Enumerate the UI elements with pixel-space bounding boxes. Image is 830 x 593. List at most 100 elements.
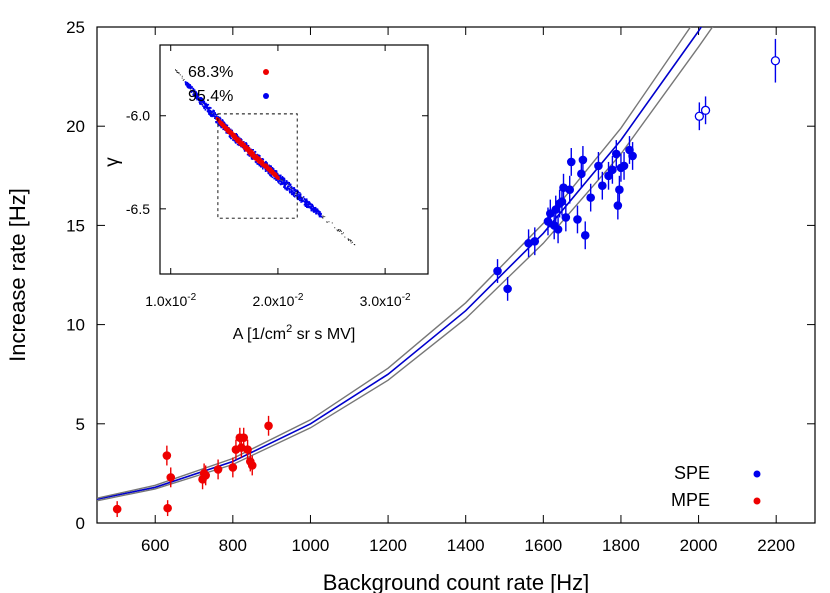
inset-95-dot bbox=[258, 164, 261, 167]
inset-tail-dot bbox=[175, 70, 177, 71]
inset-95-dot bbox=[194, 96, 197, 99]
inset-68-dot bbox=[256, 155, 259, 157]
inset-95-dot bbox=[313, 209, 316, 211]
inset-95-dot bbox=[277, 180, 280, 183]
inset-95-dot bbox=[312, 205, 314, 208]
inset-95-dot bbox=[280, 180, 283, 183]
inset-95-dot bbox=[314, 207, 316, 210]
x-tick-label: 1200 bbox=[369, 536, 407, 555]
inset-zoom-box bbox=[217, 113, 298, 219]
legend-label-spe: SPE bbox=[674, 463, 710, 483]
inset-y-axis-label: γ bbox=[102, 157, 123, 167]
inset-68-dot bbox=[261, 161, 263, 164]
inset-tail-dot bbox=[352, 241, 353, 243]
inset-95-dot bbox=[315, 208, 317, 210]
inset-95-dot bbox=[281, 183, 283, 185]
inset-tail-dot bbox=[178, 72, 180, 74]
inset-68-dot bbox=[275, 174, 277, 177]
inset-tail-dot bbox=[350, 240, 352, 242]
inset-68-dot bbox=[249, 154, 252, 157]
inset-95-dot bbox=[229, 136, 231, 139]
inset-95-dot bbox=[211, 111, 214, 113]
inset-95-dot bbox=[195, 96, 198, 98]
inset-95-dot bbox=[215, 121, 218, 124]
inset-68-dot bbox=[227, 130, 230, 133]
inset-95-dot bbox=[210, 107, 212, 109]
inset-68-dot bbox=[242, 141, 244, 144]
inset-95-dot bbox=[293, 195, 295, 197]
inset-95-dot bbox=[192, 93, 194, 96]
inset-95-dot bbox=[285, 181, 287, 183]
inset-68-dot bbox=[254, 157, 256, 160]
inset-68-dot bbox=[231, 131, 234, 134]
inset-tail-dot bbox=[338, 229, 340, 231]
inset-95-dot bbox=[268, 164, 270, 167]
data-point bbox=[566, 157, 576, 167]
inset-legend-label-68: 68.3% bbox=[188, 64, 233, 81]
x-axis: 600 800 1000 1200 1400 1600 1800 2000 2200 bbox=[141, 27, 795, 555]
inset-95-dot bbox=[244, 150, 246, 152]
inset-95-dot bbox=[305, 198, 307, 201]
inset-legend-marker-95 bbox=[263, 93, 269, 99]
data-point bbox=[557, 197, 567, 206]
inset-95-dot bbox=[279, 183, 282, 185]
inset-95-dot bbox=[272, 168, 275, 170]
inset-95-dot bbox=[262, 167, 264, 170]
inset-95-dot bbox=[273, 177, 276, 180]
inset-68-dot bbox=[250, 149, 252, 151]
x-tick-label: 2200 bbox=[757, 536, 795, 555]
inset-95-dot bbox=[304, 202, 306, 204]
inset-95-dot bbox=[289, 183, 292, 186]
inset-68-dot bbox=[270, 169, 273, 172]
inset-95-dot bbox=[319, 215, 321, 217]
inset-68-dot bbox=[227, 132, 230, 134]
inset-68-dot bbox=[262, 163, 264, 166]
inset-95-dot bbox=[247, 153, 249, 156]
inset-95-dot bbox=[301, 198, 304, 200]
inset-95-dot bbox=[185, 83, 187, 86]
inset-95-dot bbox=[204, 103, 206, 105]
inset-tail-dot bbox=[326, 221, 328, 223]
inset-68-dot bbox=[262, 161, 265, 164]
inset-95-dot bbox=[215, 121, 218, 123]
inset-95-dot bbox=[213, 115, 215, 118]
inset-95-dot bbox=[280, 177, 282, 179]
inset-y-tick-label: -6.0 bbox=[126, 108, 150, 124]
inset-95-dot bbox=[282, 178, 285, 180]
inset-tail-dot bbox=[202, 103, 204, 105]
inset-95-dot bbox=[287, 185, 289, 187]
inset-95-dot bbox=[251, 158, 254, 160]
inset-95-dot bbox=[247, 145, 250, 147]
data-point bbox=[578, 155, 588, 165]
inset-95-dot bbox=[203, 107, 205, 110]
inset-tail-dot bbox=[210, 113, 212, 115]
inset-95-dot bbox=[252, 149, 254, 151]
inset-95-dot bbox=[285, 183, 288, 185]
inset-95-dot bbox=[291, 187, 294, 190]
inset-95-dot bbox=[199, 98, 201, 101]
inset-68-dot bbox=[238, 138, 241, 140]
data-point bbox=[628, 151, 637, 161]
inset-95-dot bbox=[271, 167, 274, 169]
inset-68-dot bbox=[269, 167, 272, 170]
inset-tail-dot bbox=[201, 103, 203, 105]
inset-95-dot bbox=[310, 205, 313, 208]
inset-95-dot bbox=[297, 191, 299, 193]
inset-95-dot bbox=[187, 82, 190, 85]
y-tick-label: 5 bbox=[76, 415, 85, 434]
inset-95-dot bbox=[310, 203, 312, 206]
inset-68-dot bbox=[254, 154, 257, 157]
inset-95-dot bbox=[305, 205, 308, 207]
data-points bbox=[112, 56, 781, 514]
inset-95-dot bbox=[251, 149, 253, 151]
inset-95-dot bbox=[235, 133, 238, 135]
inset-68-dot bbox=[218, 120, 221, 122]
inset-95-dot bbox=[240, 139, 243, 141]
inset-68-dot bbox=[229, 131, 232, 133]
inset-95-dot bbox=[316, 211, 318, 213]
inset-95-dot bbox=[212, 112, 214, 114]
data-point bbox=[201, 471, 210, 480]
inset-95-dot bbox=[308, 205, 310, 208]
inset-95-dot bbox=[286, 187, 288, 189]
inset-95-dot bbox=[206, 106, 208, 109]
